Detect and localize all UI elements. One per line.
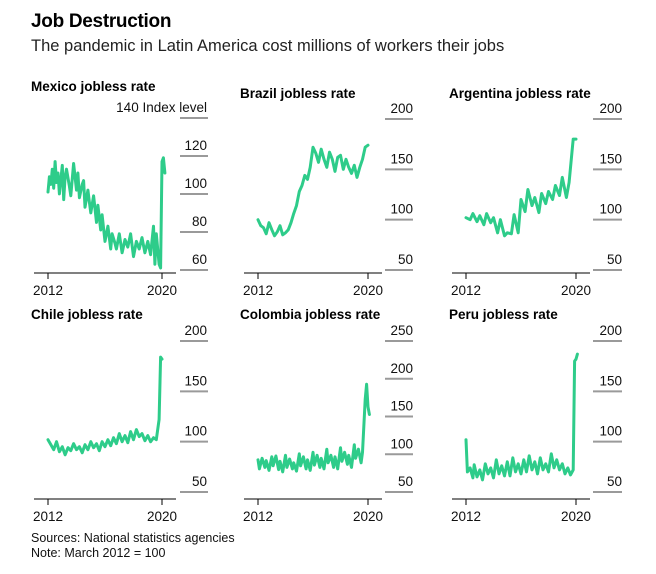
y-tick-label: 200: [390, 361, 413, 376]
y-tick-label: 50: [607, 252, 622, 267]
y-tick-label: 50: [398, 252, 413, 267]
x-tick-label: 2020: [147, 283, 177, 298]
panel-title: Brazil jobless rate: [240, 86, 356, 101]
footnote: Sources: National statistics agencies No…: [31, 531, 235, 561]
chart-subtitle: The pandemic in Latin America cost milli…: [31, 37, 505, 55]
panel-title: Chile jobless rate: [31, 307, 143, 322]
y-tick-label: 50: [192, 474, 207, 489]
index-note: Note: March 2012 = 100: [31, 546, 166, 560]
y-tick-label: 60: [192, 252, 207, 267]
series-line: [256, 382, 371, 474]
x-tick-label: 2012: [451, 509, 481, 524]
y-tick-label: 200: [184, 323, 207, 338]
y-tick-label: 150: [390, 399, 413, 414]
source-note: Sources: National statistics agencies: [31, 531, 235, 545]
x-tick-label: 2020: [147, 509, 177, 524]
x-tick-label: 2012: [243, 509, 273, 524]
y-tick-label: 150: [599, 373, 622, 388]
panel-title: Colombia jobless rate: [240, 307, 381, 322]
panel-title: Peru jobless rate: [449, 307, 558, 322]
series-line: [464, 137, 578, 238]
x-tick-label: 2020: [353, 283, 383, 298]
x-tick-label: 2012: [33, 283, 63, 298]
y-tick-label: 100: [184, 424, 207, 439]
y-tick-label: 100: [390, 436, 413, 451]
y-tick-label: 50: [398, 474, 413, 489]
series-line: [256, 143, 370, 238]
panel-title: Mexico jobless rate: [31, 79, 156, 94]
y-tick-label: 100: [184, 176, 207, 191]
y-tick-label: 140 Index level: [116, 100, 207, 115]
series-line: [46, 355, 164, 457]
y-tick-label: 120: [184, 138, 207, 153]
y-tick-label: 250: [390, 323, 413, 338]
y-tick-label: 50: [607, 474, 622, 489]
y-tick-label: 100: [599, 202, 622, 217]
x-tick-label: 2020: [353, 509, 383, 524]
panel-title: Argentina jobless rate: [449, 86, 591, 101]
y-tick-label: 200: [599, 323, 622, 338]
x-tick-label: 2012: [33, 509, 63, 524]
y-tick-label: 100: [390, 202, 413, 217]
y-tick-label: 200: [599, 101, 622, 116]
chart-title: Job Destruction: [31, 11, 172, 32]
x-tick-label: 2012: [243, 283, 273, 298]
x-tick-label: 2020: [561, 509, 591, 524]
y-tick-label: 100: [599, 424, 622, 439]
x-tick-label: 2012: [451, 283, 481, 298]
y-tick-label: 80: [192, 214, 207, 229]
x-tick-label: 2020: [561, 283, 591, 298]
series-line: [464, 352, 579, 482]
y-tick-label: 200: [390, 101, 413, 116]
y-tick-label: 150: [599, 151, 622, 166]
y-tick-label: 150: [390, 151, 413, 166]
y-tick-label: 150: [184, 373, 207, 388]
series-line: [46, 156, 167, 270]
